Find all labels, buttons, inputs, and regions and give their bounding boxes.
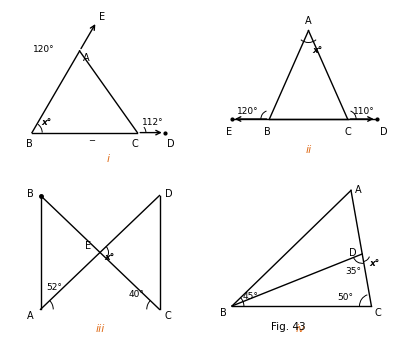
Text: x°: x° <box>41 118 52 127</box>
Text: C: C <box>375 308 382 318</box>
Text: 112°: 112° <box>142 118 163 127</box>
Text: Fig. 43: Fig. 43 <box>271 322 305 332</box>
Text: 50°: 50° <box>337 293 354 302</box>
Text: D: D <box>380 127 388 137</box>
Text: 120°: 120° <box>237 107 259 116</box>
Text: 45°: 45° <box>242 292 258 301</box>
Text: −: − <box>88 137 95 146</box>
Text: A: A <box>83 53 90 63</box>
Text: A: A <box>355 185 362 195</box>
Text: 52°: 52° <box>46 284 62 292</box>
Text: D: D <box>350 248 357 258</box>
Text: x°: x° <box>312 46 322 55</box>
Text: B: B <box>264 127 271 137</box>
Text: D: D <box>165 189 172 199</box>
Text: E: E <box>84 241 91 251</box>
Text: ii: ii <box>305 145 312 155</box>
Text: iv: iv <box>295 323 305 334</box>
Text: D: D <box>167 139 175 149</box>
Text: 35°: 35° <box>345 267 361 276</box>
Text: A: A <box>305 16 312 26</box>
Text: C: C <box>165 311 171 321</box>
Text: iii: iii <box>95 323 105 334</box>
Text: B: B <box>220 308 227 318</box>
Text: E: E <box>226 127 232 137</box>
Text: B: B <box>26 139 33 149</box>
Text: 120°: 120° <box>32 45 54 54</box>
Text: C: C <box>132 139 138 149</box>
Text: A: A <box>27 311 34 321</box>
Text: 110°: 110° <box>353 107 374 116</box>
Text: x°: x° <box>370 259 380 268</box>
Text: C: C <box>344 127 351 137</box>
Text: E: E <box>99 12 106 22</box>
Text: i: i <box>107 153 110 164</box>
Text: B: B <box>27 189 34 199</box>
Text: x°: x° <box>104 253 114 262</box>
Text: 40°: 40° <box>129 290 145 299</box>
